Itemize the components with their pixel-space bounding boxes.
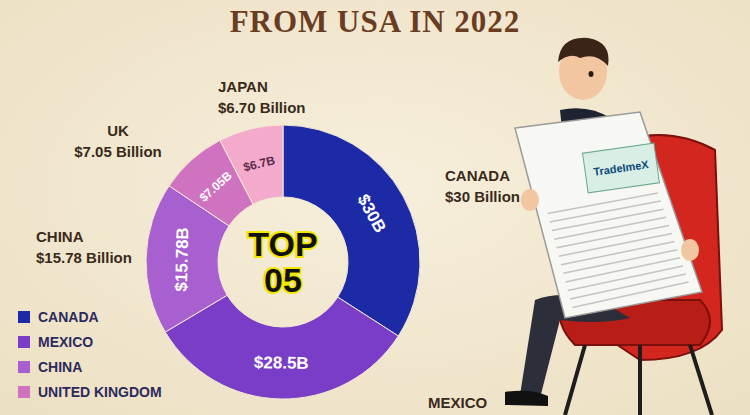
legend-swatch [18, 361, 30, 373]
legend-swatch [18, 336, 30, 348]
callout-title: CHINA [36, 228, 84, 245]
legend-label: UNITED KINGDOM [38, 384, 162, 400]
legend-swatch [18, 386, 30, 398]
center-text: TOP [248, 225, 317, 263]
title: FROM USA IN 2022 [230, 4, 521, 39]
newspaper-lines [548, 193, 689, 308]
callouts: CANADA $30 Billion MEXICO CHINA $15.78 Billi… [36, 78, 520, 411]
legend-label: CANADA [38, 309, 99, 325]
callout-title: MEXICO [428, 394, 488, 411]
data-label: $7.05B [197, 168, 235, 204]
callout-value: $15.78 Billion [36, 249, 132, 266]
legend: CANADA MEXICO CHINA UNITED KINGDOM [18, 309, 162, 400]
eye [589, 71, 594, 77]
background [0, 0, 750, 415]
legend-swatch [18, 311, 30, 323]
newspaper-label: TradeImeX [593, 158, 650, 178]
data-label: $30B [354, 191, 390, 236]
legend-label: MEXICO [38, 334, 93, 350]
callout-value: $30 Billion [445, 188, 520, 205]
hand [681, 239, 699, 261]
callout-value: $6.70 Billion [218, 99, 306, 116]
callout-title: CANADA [445, 167, 510, 184]
chart: FROM USA IN 2022$30B$28.5B$15.78B$7.05B$… [0, 0, 750, 415]
data-label: $6.7B [242, 153, 277, 174]
slices [146, 125, 420, 399]
illustration: TradeImeX [505, 38, 722, 415]
hair [558, 38, 609, 66]
callout-value: $7.05 Billion [74, 143, 162, 160]
page: FROM USA IN 2022$30B$28.5B$15.78B$7.05B$… [0, 0, 750, 415]
hand [521, 189, 539, 211]
newspaper-badge [583, 143, 660, 193]
slice-labels: $30B $28.5B $15.78B $7.05B $6.7B [172, 153, 390, 373]
newspaper [515, 112, 702, 318]
data-label: $28.5B [254, 353, 309, 373]
center-text: 05 [264, 261, 302, 299]
data-label: $15.78B [172, 227, 193, 292]
callout-title: UK [107, 122, 129, 139]
slice [220, 125, 283, 204]
legend-label: CHINA [38, 359, 82, 375]
callout-title: JAPAN [218, 78, 268, 95]
chair-legs [565, 345, 712, 415]
shoe [505, 391, 548, 406]
